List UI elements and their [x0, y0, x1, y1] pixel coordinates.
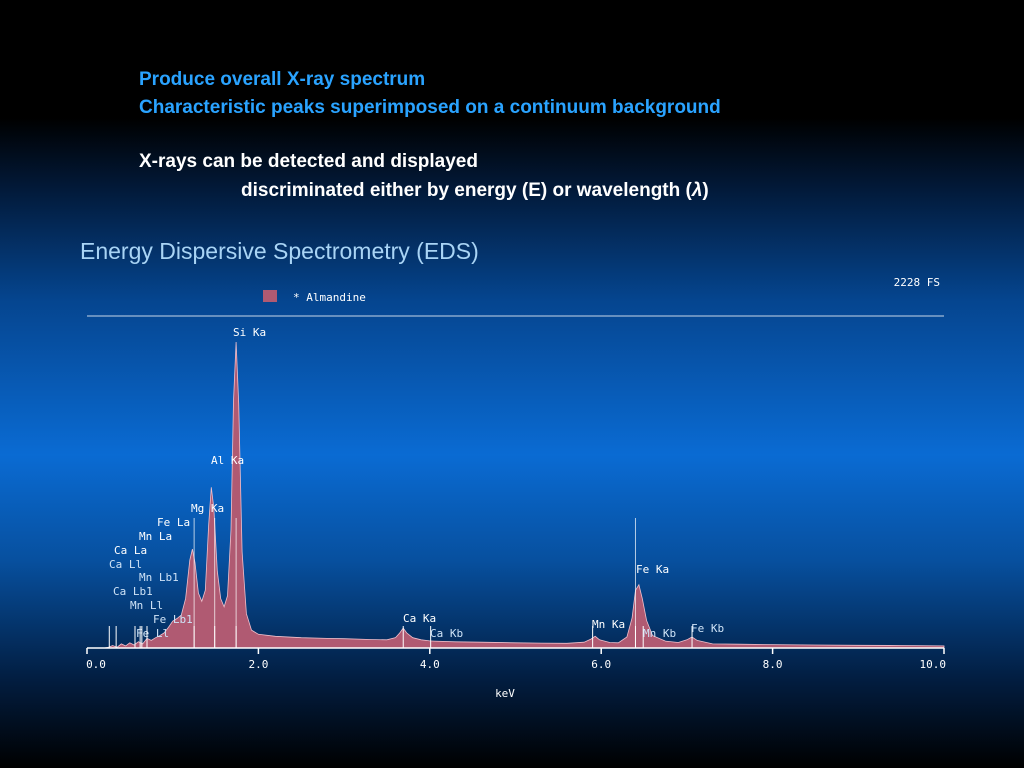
x-tick-label: 6.0 [591, 658, 611, 671]
lambda-symbol: λ [691, 180, 703, 201]
slide-line-4-text: discriminated either by energy (E) or wa… [241, 180, 692, 201]
marker-label: Al Ka [211, 454, 244, 467]
marker-label: Ca Kb [430, 627, 463, 640]
marker-label: Ca La [114, 544, 147, 557]
slide-line-1: Produce overall X-ray spectrum [139, 69, 426, 90]
marker-label: Ca Lb1 [113, 585, 153, 598]
marker-label: Fe Ka [636, 563, 669, 576]
x-tick-label: 0.0 [86, 658, 106, 671]
marker-label: Fe Lb1 [153, 613, 193, 626]
slide-line-4-close: ) [702, 180, 709, 201]
spectrum-area [87, 341, 945, 649]
marker-label: Mn Ll [130, 599, 163, 612]
marker-label: Ca Ka [403, 612, 436, 625]
marker-label: Mn La [139, 530, 172, 543]
slide-line-3: X-rays can be detected and displayed [139, 151, 478, 172]
x-axis-label: keV [495, 687, 515, 700]
x-tick-label: 4.0 [420, 658, 440, 671]
full-scale-label: 2228 FS [894, 276, 940, 289]
marker-label: Fe Ll [136, 627, 169, 640]
marker-label: Mn Ka [592, 618, 625, 631]
marker-label: Mg Ka [191, 502, 224, 515]
slide-line-4: discriminated either by energy (E) or wa… [241, 180, 709, 202]
marker-label: Mn Kb [643, 627, 676, 640]
legend-label: * Almandine [293, 291, 366, 304]
legend-swatch [263, 290, 277, 302]
tick-layer: 0.0 2.0 4.0 6.0 8.0 10.0 [86, 648, 946, 671]
marker-label: Si Ka [233, 326, 266, 339]
x-tick-label: 2.0 [248, 658, 268, 671]
marker-label: Mn Lb1 [139, 571, 179, 584]
marker-label: Fe La [157, 516, 190, 529]
spectrum-layer [87, 341, 945, 649]
marker-label: Fe Kb [691, 622, 724, 635]
x-tick-label: 10.0 [920, 658, 947, 671]
x-tick-label: 8.0 [763, 658, 783, 671]
section-title: Energy Dispersive Spectrometry (EDS) [80, 238, 479, 264]
marker-label: Ca Ll [109, 558, 142, 571]
slide-line-2: Characteristic peaks superimposed on a c… [139, 97, 721, 118]
